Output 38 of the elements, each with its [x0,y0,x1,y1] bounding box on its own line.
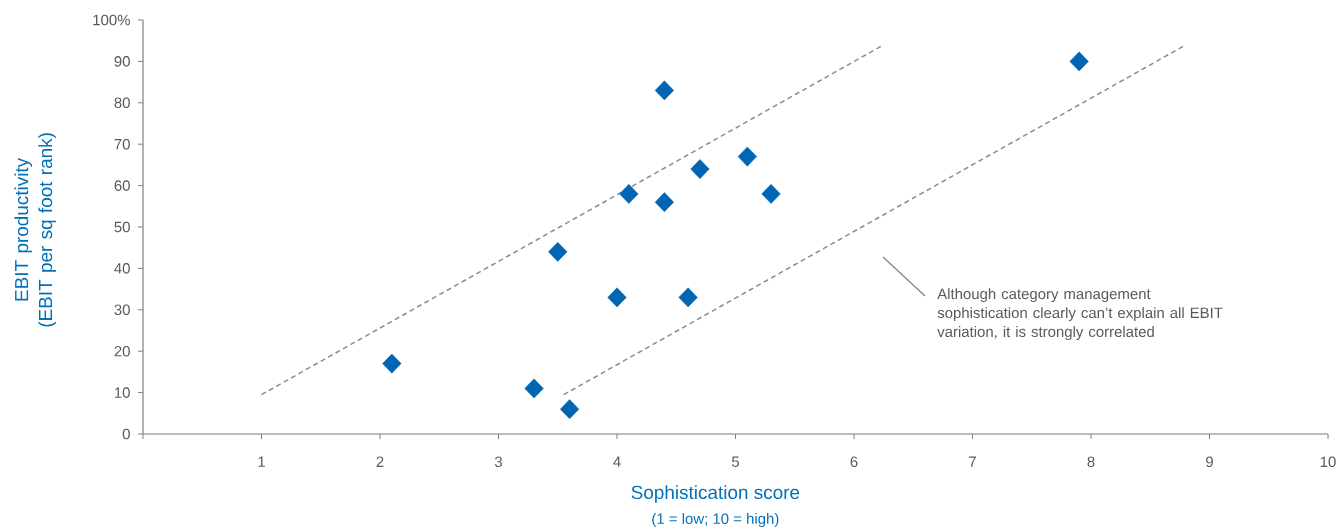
point [654,80,674,101]
y-tick-label: 20 [114,345,130,357]
point [737,146,757,167]
y-tick-label: 80 [114,97,130,109]
x-axis-title: Sophistication score [631,485,800,503]
x-tick-label: 8 [1087,456,1095,468]
y-tick-label: 50 [114,221,130,233]
y-axis-title: EBIT productivity (EBIT per sq foot rank) [14,133,56,327]
x-tick-label: 9 [1206,456,1213,468]
x-tick-label: 6 [850,456,858,468]
point [619,184,639,204]
point [1069,51,1089,72]
point [761,184,781,204]
x-tick-label: 5 [731,456,740,467]
y-tick-label: 70 [114,138,130,150]
point [690,159,710,179]
x-tick-label: 2 [376,456,384,467]
x-tick-label: 1 [258,456,265,467]
y-tick-label: 100% [93,14,130,26]
point [382,353,402,374]
y-tick-label: 90 [114,56,130,67]
x-tick-label: 7 [969,456,976,467]
point [654,192,674,213]
text: (1 = low; 10 = high) [652,513,779,527]
y-tick-label: 40 [114,263,130,274]
y-tick-label: 60 [114,180,130,191]
point [548,241,568,262]
point [678,287,698,308]
y-tick-label: 0 [122,428,130,440]
y-tick-label: 10 [115,387,130,398]
x-tick-label: 10 [1320,456,1336,468]
x-tick-label: 4 [613,456,621,467]
annotation: Although category management sophistication clearly can’t explain all EBIT variation, it is strongly correlated [937,288,1223,340]
point [524,378,544,399]
point [560,399,580,420]
x-tick-label: 3 [494,456,502,468]
point [607,287,627,308]
y-tick-label: 30 [114,304,130,316]
